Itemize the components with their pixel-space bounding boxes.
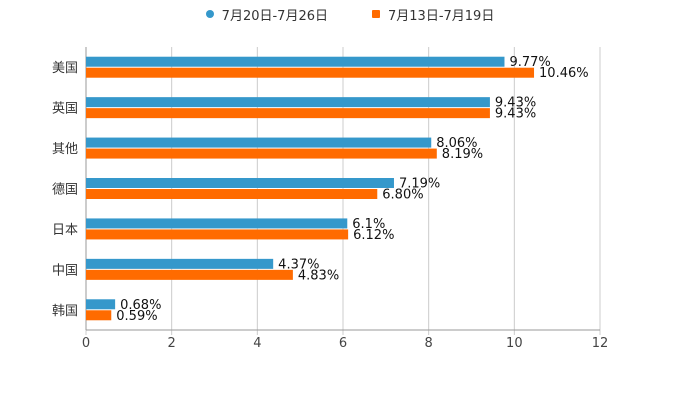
data-label: 7.19%: [399, 177, 440, 192]
category-label: 韩国: [52, 304, 78, 319]
bar-series-1[interactable]: [86, 137, 432, 148]
x-tick-label: 6: [339, 336, 347, 351]
x-tick-label: 8: [425, 336, 433, 351]
category-label: 中国: [52, 263, 78, 278]
bar-series-1[interactable]: [86, 97, 490, 108]
data-label: 6.1%: [352, 217, 385, 232]
x-tick-label: 2: [168, 336, 176, 351]
data-label: 4.37%: [278, 257, 319, 272]
x-tick-label: 4: [253, 336, 261, 351]
legend-marker-circle-icon: [205, 10, 214, 18]
bar-series-2[interactable]: [86, 310, 112, 321]
data-label: 0.68%: [120, 298, 161, 313]
legend-item-series-1[interactable]: 7月20日-7月26日: [205, 5, 328, 24]
bar-series-1[interactable]: [86, 178, 394, 188]
data-label: 10.46%: [539, 66, 589, 81]
data-label: 8.06%: [436, 136, 477, 151]
bar-series-1[interactable]: [86, 299, 116, 310]
legend: 7月20日-7月26日 7月13日-7月19日: [0, 4, 700, 24]
legend-label-series-1: 7月20日-7月26日: [221, 8, 328, 24]
x-tick-label: 10: [506, 336, 523, 351]
bar-series-2[interactable]: [86, 148, 437, 159]
bar-series-2[interactable]: [86, 108, 490, 119]
category-label: 日本: [52, 223, 78, 238]
bar-series-2[interactable]: [86, 269, 293, 280]
legend-label-series-2: 7月13日-7月19日: [388, 8, 495, 24]
data-label: 9.43%: [495, 96, 536, 111]
x-tick-label: 12: [592, 336, 609, 351]
data-label: 0.59%: [116, 309, 157, 324]
bar-series-2[interactable]: [86, 229, 349, 240]
data-label: 8.19%: [442, 147, 483, 162]
bar-series-2[interactable]: [86, 189, 378, 199]
bar-series-1[interactable]: [86, 218, 348, 229]
legend-item-series-2[interactable]: 7月13日-7月19日: [372, 5, 494, 24]
category-label: 美国: [52, 61, 78, 76]
bar-series-1[interactable]: [86, 258, 274, 269]
legend-marker-square-icon: [372, 10, 380, 18]
data-label: 4.83%: [298, 268, 339, 283]
data-label: 9.77%: [509, 55, 550, 70]
category-label: 英国: [52, 102, 78, 117]
data-label: 6.12%: [353, 228, 394, 243]
data-label: 9.43%: [495, 107, 536, 122]
x-tick-label: 0: [82, 336, 90, 351]
bar-series-1[interactable]: [86, 56, 505, 67]
data-label: 6.80%: [382, 188, 423, 203]
category-label: 其他: [52, 142, 78, 157]
category-label: 德国: [52, 183, 78, 198]
bar-series-2[interactable]: [86, 67, 535, 78]
